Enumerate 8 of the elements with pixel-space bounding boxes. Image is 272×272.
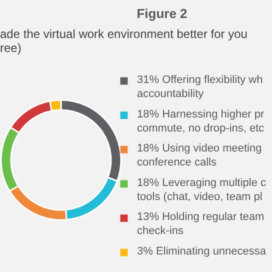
legend-label: 18% Leveraging multiple c tools (chat, video, team pl [137, 176, 267, 203]
legend-label: 3% Eliminating unnecessa [137, 246, 267, 258]
legend-label: 18% Harnessing higher pr commute, no drop-ins, etc [137, 108, 265, 134]
chart-title: Figure 2 [136, 6, 188, 21]
legend-label: 13% Holding regular team check-ins [137, 211, 264, 238]
legend-label: 18% Using video meeting conference calls [137, 142, 262, 169]
legend-label: 31% Offering flexibility wh accountability [137, 74, 263, 100]
chart-subtitle: ade the virtual work environment better for you ree) [0, 27, 248, 55]
